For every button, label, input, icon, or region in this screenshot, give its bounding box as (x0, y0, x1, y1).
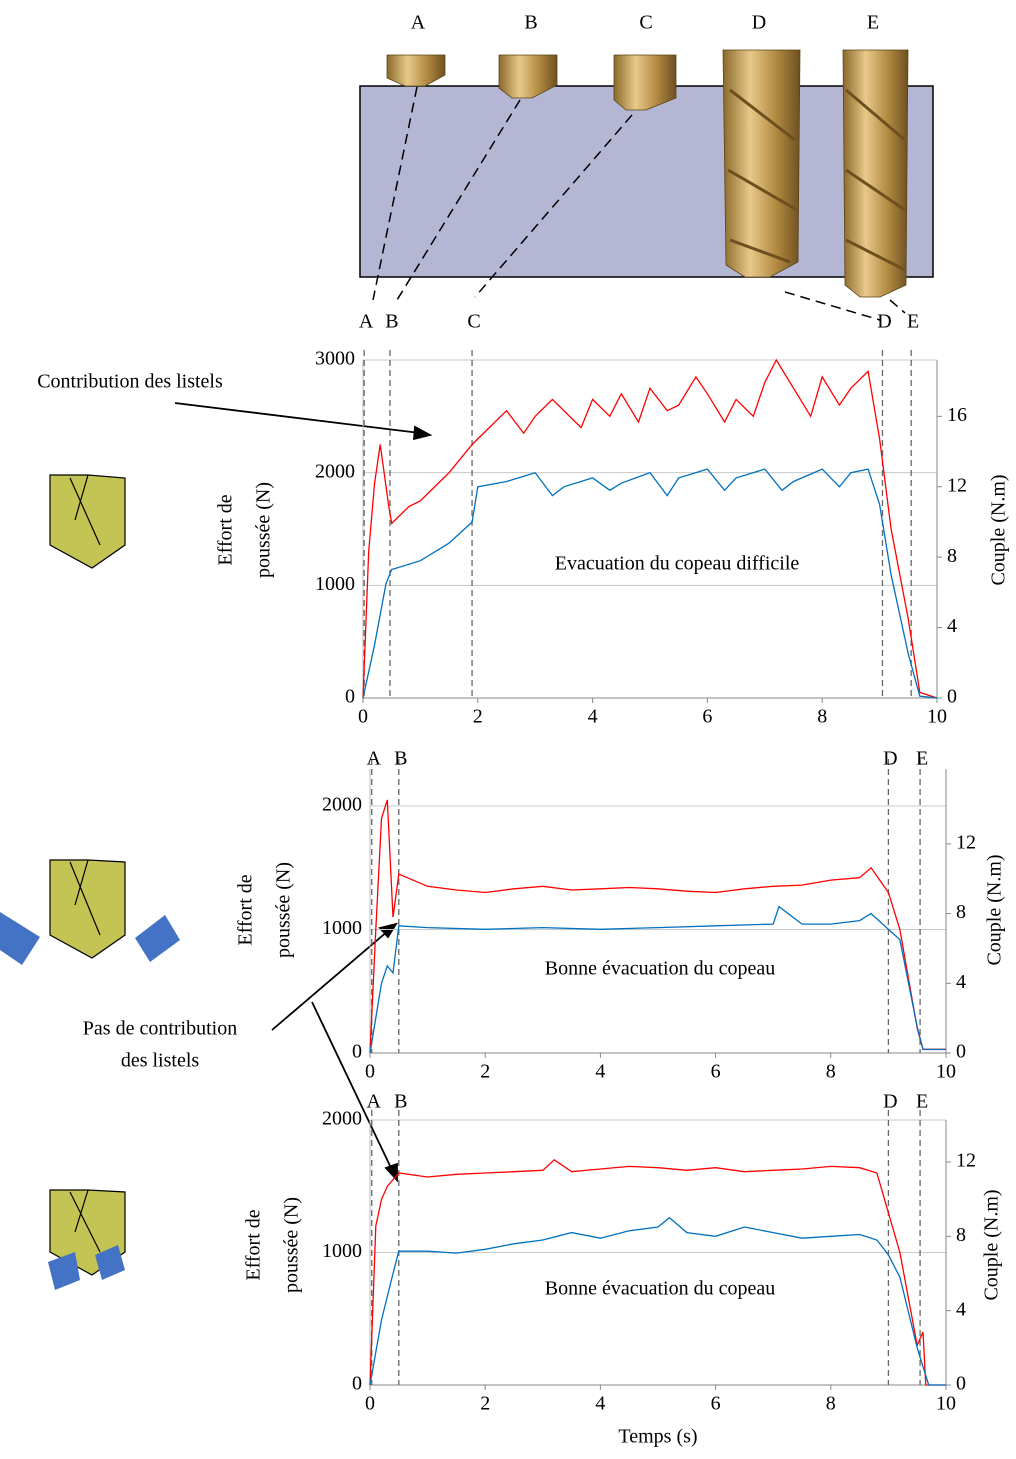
y-axis-label: Effort de (235, 874, 257, 945)
y2-axis-label: Couple (N.m) (981, 1189, 1003, 1300)
x-tick-label: 6 (711, 1393, 721, 1415)
drill-icons (0, 474, 180, 1290)
drill-label: B (524, 12, 537, 34)
y-tick-label: 1000 (315, 573, 355, 595)
y-tick-label: 2000 (322, 1108, 362, 1130)
y-tick-label: 0 (352, 1041, 362, 1063)
y-tick-label: 0 (352, 1373, 362, 1395)
x-tick-label: 4 (595, 1393, 605, 1415)
series-line (369, 1216, 946, 1386)
y-tick-label: 2000 (322, 794, 362, 816)
x-tick-label: 0 (358, 706, 368, 728)
chart-annotation: Bonne évacuation du copeau (545, 1278, 775, 1300)
chart-annotation: Evacuation du copeau difficile (555, 553, 800, 575)
annotation: des listels (121, 1050, 200, 1072)
x-tick-label: 0 (365, 1393, 375, 1415)
x-tick-label: 6 (711, 1061, 721, 1083)
y2-tick-label: 4 (956, 971, 966, 993)
event-label: D (883, 1091, 897, 1113)
y2-tick-label: 12 (956, 1150, 976, 1172)
annotation: Pas de contribution (83, 1018, 237, 1040)
arrows (174, 402, 433, 1183)
drill-label: A (411, 12, 426, 34)
x-tick-label: 10 (927, 706, 947, 728)
y-tick-label: 3000 (315, 348, 355, 370)
y2-tick-label: 8 (956, 901, 966, 923)
x-tick-label: 8 (826, 1393, 836, 1415)
y-tick-label: 0 (345, 686, 355, 708)
x-tick-label: 6 (702, 706, 712, 728)
series-line (362, 468, 938, 699)
y-axis-label: poussée (N) (253, 482, 275, 578)
event-label: E (916, 1091, 928, 1113)
event-label: B (385, 311, 398, 333)
y2-tick-label: 8 (947, 545, 957, 567)
chart-annotation: Bonne évacuation du copeau (545, 958, 775, 980)
series-line (369, 799, 946, 1054)
drills (386, 49, 909, 298)
y2-tick-label: 0 (956, 1041, 966, 1063)
series-line (369, 1158, 946, 1386)
x-axis-label: Temps (s) (618, 1426, 697, 1448)
y2-tick-label: 4 (947, 615, 957, 637)
x-tick-label: 10 (936, 1061, 956, 1083)
event-label: C (467, 311, 480, 333)
x-tick-label: 8 (817, 706, 827, 728)
drill-label: E (867, 12, 879, 34)
x-tick-label: 2 (480, 1061, 490, 1083)
x-tick-label: 0 (365, 1061, 375, 1083)
event-label: D (877, 311, 891, 333)
drill-labels: A B C D E (411, 12, 879, 34)
y2-tick-label: 0 (956, 1373, 966, 1395)
event-label: E (916, 748, 928, 770)
annotation: Contribution des listels (37, 371, 223, 393)
y-axis-label: poussée (N) (281, 1197, 303, 1293)
event-label: A (367, 748, 382, 770)
y2-tick-label: 0 (947, 686, 957, 708)
y-tick-label: 2000 (315, 460, 355, 482)
y-axis-label: poussée (N) (273, 862, 295, 958)
x-tick-label: 10 (936, 1393, 956, 1415)
event-label: A (359, 311, 374, 333)
x-tick-label: 4 (588, 706, 598, 728)
y2-axis-label: Couple (N.m) (984, 854, 1006, 965)
y2-tick-label: 16 (947, 404, 967, 426)
y-axis-label: Effort de (243, 1209, 265, 1280)
event-label: B (394, 1091, 407, 1113)
x-tick-label: 2 (473, 706, 483, 728)
event-label: E (907, 311, 919, 333)
x-tick-label: 8 (826, 1061, 836, 1083)
y2-tick-label: 4 (956, 1298, 966, 1320)
y2-tick-label: 12 (947, 474, 967, 496)
x-tick-label: 2 (480, 1393, 490, 1415)
event-label: B (394, 748, 407, 770)
y2-axis-label: Couple (N.m) (988, 474, 1010, 585)
guide-lines (372, 86, 906, 321)
drill-label: D (752, 12, 766, 34)
y2-tick-label: 12 (956, 832, 976, 854)
x-tick-label: 4 (595, 1061, 605, 1083)
drill-label: C (639, 12, 652, 34)
y-tick-label: 1000 (322, 1240, 362, 1262)
y-axis-label: Effort de (215, 494, 237, 565)
series-line (369, 905, 946, 1054)
series-line (362, 358, 938, 699)
workpiece (359, 85, 934, 278)
y-tick-label: 1000 (322, 917, 362, 939)
event-label: A (367, 1091, 382, 1113)
event-label: D (883, 748, 897, 770)
y2-tick-label: 8 (956, 1224, 966, 1246)
